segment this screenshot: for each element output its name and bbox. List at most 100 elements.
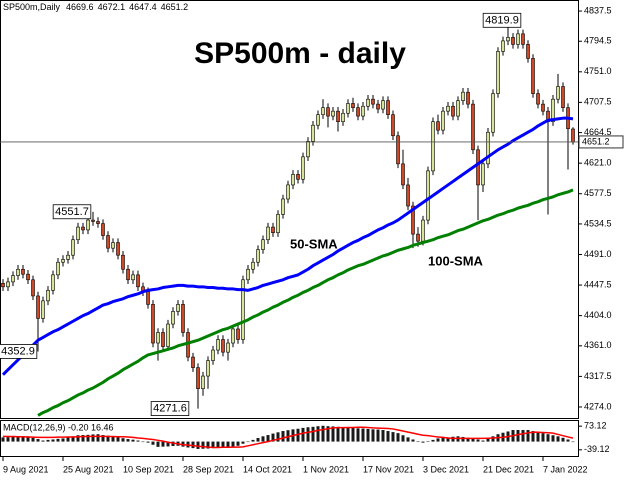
candle-body: [201, 375, 205, 389]
macd-bar: [426, 441, 430, 442]
macd-bar: [126, 439, 130, 442]
macd-bar: [351, 427, 355, 442]
macd-bar: [26, 436, 30, 442]
candle-body: [146, 291, 150, 305]
macd-bar: [1, 437, 5, 442]
x-tick-label: 14 Oct 2021: [243, 464, 292, 474]
x-tick-label: 1 Nov 2021: [303, 464, 349, 474]
macd-bar: [406, 437, 410, 442]
candle-body: [441, 110, 445, 131]
macd-bar: [566, 439, 570, 442]
macd-bar: [281, 431, 285, 442]
macd-bar: [336, 426, 340, 442]
macd-bar: [441, 437, 445, 442]
candle-body: [561, 86, 565, 108]
candle-body: [271, 226, 275, 234]
macd-bar: [531, 431, 535, 442]
macd-bar: [316, 426, 320, 442]
macd-bar: [301, 427, 305, 442]
macd-bar: [216, 441, 220, 448]
macd-bar: [56, 438, 60, 442]
macd-bar: [356, 428, 360, 442]
candle-body: [256, 249, 260, 263]
candle-body: [346, 103, 350, 114]
candle-body: [166, 323, 170, 347]
macd-bar: [571, 441, 575, 443]
y-tick-label: 4751.0: [584, 66, 612, 76]
annotation-label: 4271.6: [153, 403, 187, 415]
macd-bar: [556, 436, 560, 442]
macd-bar: [331, 426, 335, 442]
candle-body: [386, 100, 390, 115]
candle-body: [451, 105, 455, 117]
candle-body: [41, 300, 45, 319]
candle-body: [541, 103, 545, 112]
candle-body: [521, 33, 525, 45]
macd-bar: [111, 436, 115, 442]
macd-bar: [521, 429, 525, 442]
macd-bar: [81, 435, 85, 442]
macd-bar: [16, 436, 20, 442]
chart-header: SP500m,Daily 4669.6 4672.1 4647.4 4651.2: [3, 2, 188, 12]
macd-bar: [236, 441, 240, 446]
candle-body: [466, 91, 470, 105]
macd-bar: [96, 434, 100, 442]
macd-bar: [376, 429, 380, 442]
macd-bar: [256, 438, 260, 442]
price-annotation: 4271.6: [150, 401, 190, 416]
candle-body: [21, 268, 25, 275]
candle-body: [106, 235, 110, 249]
candle-body: [526, 44, 530, 59]
macd-bar: [391, 432, 395, 442]
candle-body: [56, 261, 60, 276]
candle-body: [226, 342, 230, 353]
candle-body: [231, 328, 235, 344]
candle-body: [366, 98, 370, 107]
macd-bar: [206, 441, 210, 449]
candle-body: [406, 184, 410, 207]
candle-body: [11, 275, 15, 283]
x-tick-label: 28 Sep 2021: [183, 464, 234, 474]
y-tick-label: 4491.0: [584, 249, 612, 259]
price-annotation: 4551.7: [52, 204, 92, 220]
macd-bar: [211, 441, 215, 449]
candle-body: [536, 93, 540, 105]
macd-bar: [131, 439, 135, 442]
candle-body: [161, 332, 165, 347]
macd-bar: [11, 436, 15, 442]
candle-body: [196, 367, 200, 389]
macd-bar: [51, 439, 55, 442]
y-tick-label: 4707.5: [584, 97, 612, 107]
macd-bar: [486, 438, 490, 442]
candle-body: [71, 239, 75, 256]
macd-bar: [526, 429, 530, 442]
candle-body: [86, 219, 90, 231]
macd-legend: MACD(12,26,9) -0.20 16.46: [3, 422, 114, 432]
candle-body: [116, 242, 120, 256]
candle-body: [396, 135, 400, 165]
macd-bar: [371, 429, 375, 442]
macd-bar: [41, 440, 45, 442]
candle-body: [66, 254, 70, 260]
candle-body: [221, 339, 225, 353]
y-tick-label: 4837.5: [584, 5, 612, 15]
candle-body: [126, 268, 130, 281]
macd-bar: [6, 437, 10, 442]
annotation-label: 4551.7: [55, 206, 89, 218]
sma-label: 100-SMA: [428, 253, 484, 268]
candle-body: [216, 339, 220, 351]
macd-bar: [346, 427, 350, 442]
candle-body: [316, 114, 320, 126]
candle-body: [436, 121, 440, 131]
macd-bar: [326, 426, 330, 442]
macd-bar: [156, 441, 160, 447]
y-tick-label: 4361.0: [584, 340, 612, 350]
macd-bar: [546, 434, 550, 442]
macd-bar: [446, 437, 450, 442]
candle-body: [111, 242, 115, 249]
candle-body: [426, 170, 430, 221]
x-tick-label: 10 Sep 2021: [123, 464, 174, 474]
macd-bar: [31, 437, 35, 442]
candle-body: [411, 205, 415, 235]
